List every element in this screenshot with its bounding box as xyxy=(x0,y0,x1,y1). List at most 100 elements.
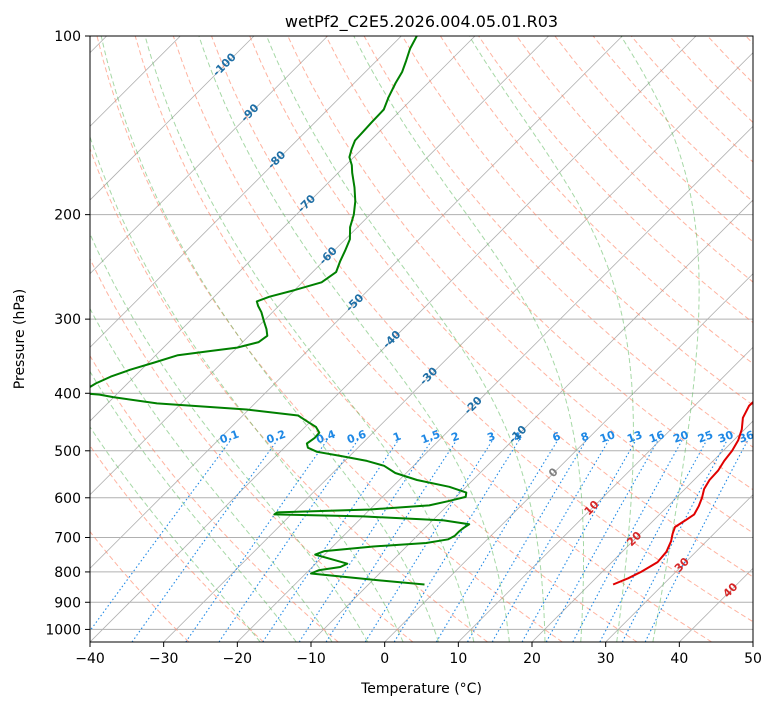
isotherm-gridline xyxy=(90,36,328,275)
mixing-ratio-line xyxy=(521,440,637,642)
dry-adiabat-line xyxy=(211,36,753,623)
moist-adiabat-line xyxy=(620,36,700,642)
x-tick-label: 40 xyxy=(670,651,688,667)
isotherm-gridline xyxy=(163,52,753,642)
moist-adiabat-line xyxy=(90,370,297,642)
mixing-ratio-label: 30 xyxy=(716,428,735,446)
dry-adiabat-line xyxy=(363,36,753,448)
dry-adiabat-line xyxy=(90,354,339,642)
dry-adiabat-line xyxy=(90,147,488,642)
isotherm-gridline xyxy=(90,36,623,569)
mixing-ratio-line xyxy=(364,440,493,642)
dry-adiabat-line xyxy=(669,36,753,124)
mixing-ratio-label: 4 xyxy=(512,429,524,444)
x-tick-label: 20 xyxy=(523,651,541,667)
dry-adiabat-line xyxy=(707,36,753,84)
mixing-ratio-line xyxy=(467,440,587,642)
mixing-ratio-line xyxy=(262,439,399,642)
dry-adiabat-line xyxy=(172,36,712,642)
dry-adiabat-line xyxy=(439,36,753,365)
profile-series xyxy=(90,36,753,586)
dry-adiabat-line xyxy=(325,36,753,491)
isotherm-gridline xyxy=(90,36,476,422)
mixing-ratio-lines: 0.1 0.2 0.4 0.6 1 1.5 2 3 4 6 8 10 13 16 20 25 30 36 xyxy=(90,427,753,642)
moist-adiabat-line xyxy=(90,307,333,642)
moist-adiabats xyxy=(90,36,700,642)
grid-lines xyxy=(90,36,753,642)
isotherm-gridline xyxy=(531,420,753,642)
dry-adiabat-line xyxy=(90,257,414,642)
dry-adiabat-line xyxy=(134,36,638,642)
isotherm-label: -20 xyxy=(462,394,485,417)
dry-adiabat-line xyxy=(96,36,563,642)
mixing-ratio-line xyxy=(131,439,278,642)
dry-adiabat-line xyxy=(554,36,753,243)
mixing-ratio-line xyxy=(491,440,610,642)
mixing-ratio-line xyxy=(644,440,749,642)
isotherm-label: -50 xyxy=(343,291,366,314)
dry-adiabat-line xyxy=(249,36,753,578)
x-tick-label: −40 xyxy=(75,651,105,667)
temperature-profile-line xyxy=(612,400,753,586)
y-tick-label: 200 xyxy=(54,208,81,224)
moist-adiabat-line xyxy=(468,36,634,642)
y-tick-label: 700 xyxy=(54,531,81,547)
dry-adiabats xyxy=(90,36,753,642)
isotherm-gridline xyxy=(605,494,753,642)
mixing-ratio-line xyxy=(572,440,683,642)
mixing-ratio-line xyxy=(599,440,708,642)
dry-adiabat-line xyxy=(745,36,753,45)
isotherm-gridline xyxy=(752,641,753,642)
y-tick-label: 1000 xyxy=(45,622,81,638)
mixing-ratio-line xyxy=(90,439,232,632)
plot-frame xyxy=(89,35,754,643)
isotherm-label: -80 xyxy=(265,148,288,171)
isotherm-label: -60 xyxy=(317,244,340,267)
moist-adiabat-line xyxy=(198,36,510,642)
isotherm-gridline xyxy=(90,36,255,201)
x-tick-label: −20 xyxy=(223,651,253,667)
mixing-ratio-label: 10 xyxy=(598,428,617,446)
isotherm-label: -70 xyxy=(295,192,318,215)
moist-adiabat-line xyxy=(90,232,369,642)
isotherm-gridline xyxy=(384,273,753,642)
isotherm-gridline xyxy=(90,36,402,348)
isotherm-label: -10 xyxy=(506,423,529,446)
moist-adiabat-line xyxy=(90,135,404,642)
dry-adiabat-line xyxy=(516,36,753,283)
isotherm-gridline xyxy=(90,36,549,496)
y-axis-label: Pressure (hPa) xyxy=(12,289,28,389)
mixing-ratio-label: 0.6 xyxy=(345,427,368,446)
mixing-ratio-label: 2 xyxy=(449,430,461,445)
x-tick-label: −10 xyxy=(296,651,326,667)
moist-adiabat-line xyxy=(353,36,585,642)
mixing-ratio-label: 0.1 xyxy=(218,428,241,447)
isotherm-label: 40 xyxy=(720,580,740,600)
dry-adiabat-line xyxy=(401,36,753,406)
mixing-ratio-line xyxy=(298,439,433,642)
isotherm-gridline xyxy=(458,346,753,642)
isotherm-gridline xyxy=(90,36,697,642)
x-tick-label: −30 xyxy=(149,651,179,667)
y-tick-label: 900 xyxy=(54,595,81,611)
mixing-ratio-line xyxy=(435,440,559,642)
mixing-ratio-label: 1.5 xyxy=(419,428,442,447)
mixing-ratio-label: 16 xyxy=(647,428,666,446)
y-tick-label: 800 xyxy=(54,565,81,581)
moist-adiabat-line xyxy=(266,36,546,642)
y-tick-label: 300 xyxy=(54,312,81,328)
moist-adiabat-line xyxy=(144,36,475,642)
mixing-ratio-label: 3 xyxy=(485,430,497,445)
dry-adiabat-line xyxy=(90,444,264,642)
x-tick-label: 10 xyxy=(449,651,467,667)
moist-adiabat-line xyxy=(100,36,439,642)
mixing-ratio-line xyxy=(218,439,359,642)
x-tick-label: 30 xyxy=(597,651,615,667)
mixing-ratio-line xyxy=(545,440,659,642)
isotherm-gridline xyxy=(679,567,753,642)
x-axis-label: Temperature (°C) xyxy=(360,681,482,697)
mixing-ratio-label: 8 xyxy=(579,430,591,445)
isotherm-label: -90 xyxy=(238,101,261,124)
isotherm-label: -30 xyxy=(417,364,440,387)
